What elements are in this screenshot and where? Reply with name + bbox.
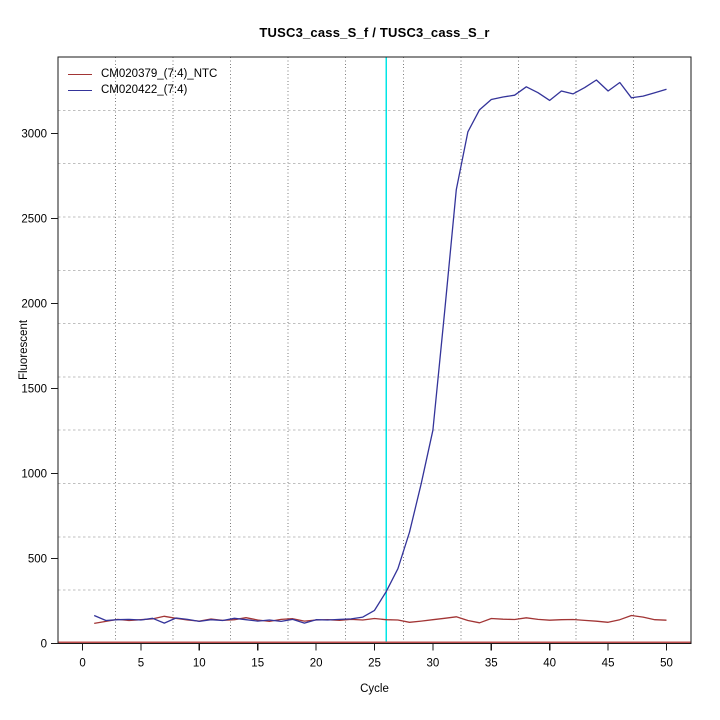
y-tick-label: 0 [41,639,47,651]
y-tick-label: 2000 [21,299,47,311]
legend-line-swatch-blue [68,89,92,91]
series-line-ntc [94,614,667,625]
x-tick-label: 45 [602,658,615,670]
x-tick-label: 40 [543,658,556,670]
series-line-sample [93,79,667,624]
x-tick-label: 50 [660,658,673,670]
x-tick-label: 5 [138,658,144,670]
x-tick-label: 0 [79,658,85,670]
y-tick-label: 1500 [21,384,47,396]
legend-entry-sample: CM020422_(7:4) [68,82,217,98]
y-tick-label: 3000 [21,129,47,141]
x-tick-label: 10 [193,658,206,670]
x-tick-label: 30 [426,658,439,670]
legend-line-swatch-red [68,73,92,75]
x-tick-label: 25 [368,658,381,670]
chart-title: TUSC3_cass_S_f / TUSC3_cass_S_r [259,25,490,40]
plot-border [57,56,692,645]
x-tick-label: 35 [485,658,498,670]
x-tick-label: 15 [251,658,264,670]
y-tick-label: 2500 [21,214,47,226]
y-tick-label: 500 [28,554,47,566]
legend-entry-ntc: CM020379_(7:4)_NTC [68,66,217,82]
x-axis-title: Cycle [360,683,389,695]
legend-label-ntc: CM020379_(7:4)_NTC [101,68,218,80]
legend-label-sample: CM020422_(7:4) [101,84,188,96]
y-tick-label: 1000 [21,469,47,481]
legend: CM020379_(7:4)_NTC CM020422_(7:4) [68,66,217,98]
x-tick-label: 20 [310,658,323,670]
